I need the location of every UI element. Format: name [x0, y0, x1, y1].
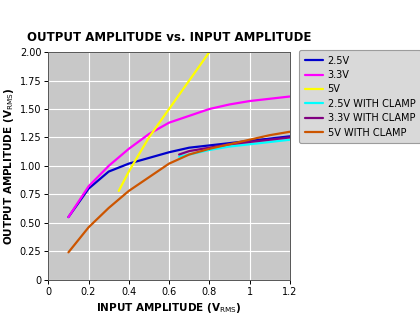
3.3V WITH CLAMP	[247, 140, 252, 144]
2.5V WITH CLAMP	[186, 153, 192, 156]
3.3V	[227, 103, 232, 106]
5V	[126, 170, 131, 173]
5V WITH CLAMP	[247, 138, 252, 142]
2.5V	[106, 170, 111, 173]
5V	[207, 50, 212, 54]
2.5V	[287, 134, 292, 138]
3.3V WITH CLAMP	[176, 153, 181, 156]
Line: 5V WITH CLAMP: 5V WITH CLAMP	[68, 132, 290, 252]
Line: 3.3V: 3.3V	[68, 96, 290, 217]
Line: 2.5V WITH CLAMP: 2.5V WITH CLAMP	[179, 140, 290, 157]
3.3V	[126, 147, 131, 151]
5V WITH CLAMP	[267, 133, 272, 137]
2.5V WITH CLAMP	[267, 140, 272, 144]
3.3V	[207, 107, 212, 111]
5V WITH CLAMP	[147, 175, 152, 179]
2.5V	[86, 187, 91, 191]
2.5V	[267, 137, 272, 141]
2.5V	[147, 156, 152, 160]
3.3V	[147, 132, 152, 136]
2.5V	[247, 139, 252, 143]
5V	[147, 136, 152, 139]
5V WITH CLAMP	[186, 153, 192, 156]
X-axis label: INPUT AMPLITUDE (V$_{\rm RMS}$): INPUT AMPLITUDE (V$_{\rm RMS}$)	[96, 301, 242, 315]
5V WITH CLAMP	[66, 251, 71, 254]
5V WITH CLAMP	[126, 189, 131, 193]
2.5V WITH CLAMP	[176, 155, 181, 159]
3.3V	[106, 164, 111, 168]
3.3V WITH CLAMP	[267, 138, 272, 142]
Line: 5V: 5V	[119, 52, 209, 191]
2.5V	[126, 162, 131, 166]
3.3V WITH CLAMP	[227, 143, 232, 146]
5V WITH CLAMP	[166, 162, 171, 166]
Line: 3.3V WITH CLAMP: 3.3V WITH CLAMP	[179, 137, 290, 155]
3.3V	[267, 97, 272, 101]
3.3V WITH CLAMP	[207, 146, 212, 149]
5V	[116, 189, 121, 193]
2.5V	[66, 215, 71, 219]
2.5V	[166, 150, 171, 154]
5V WITH CLAMP	[287, 130, 292, 134]
5V	[166, 107, 171, 111]
5V WITH CLAMP	[207, 147, 212, 151]
Title: OUTPUT AMPLITUDE vs. INPUT AMPLITUDE: OUTPUT AMPLITUDE vs. INPUT AMPLITUDE	[27, 31, 311, 44]
3.3V	[166, 121, 171, 125]
3.3V WITH CLAMP	[287, 136, 292, 139]
2.5V	[207, 143, 212, 147]
3.3V	[86, 185, 91, 188]
2.5V	[227, 141, 232, 145]
2.5V WITH CLAMP	[247, 143, 252, 146]
5V WITH CLAMP	[86, 225, 91, 229]
Line: 2.5V: 2.5V	[68, 136, 290, 217]
2.5V WITH CLAMP	[227, 145, 232, 149]
5V	[186, 79, 192, 82]
5V WITH CLAMP	[106, 206, 111, 210]
3.3V	[287, 94, 292, 98]
Y-axis label: OUTPUT AMPLITUDE (V$_{\rm RMS}$): OUTPUT AMPLITUDE (V$_{\rm RMS}$)	[2, 87, 16, 245]
3.3V	[247, 99, 252, 103]
3.3V	[186, 114, 192, 118]
5V WITH CLAMP	[227, 143, 232, 146]
Legend: 2.5V, 3.3V, 5V, 2.5V WITH CLAMP, 3.3V WITH CLAMP, 5V WITH CLAMP: 2.5V, 3.3V, 5V, 2.5V WITH CLAMP, 3.3V WI…	[299, 50, 420, 143]
3.3V WITH CLAMP	[186, 149, 192, 153]
3.3V	[66, 215, 71, 219]
2.5V WITH CLAMP	[287, 138, 292, 142]
2.5V	[186, 146, 192, 149]
2.5V WITH CLAMP	[207, 148, 212, 152]
